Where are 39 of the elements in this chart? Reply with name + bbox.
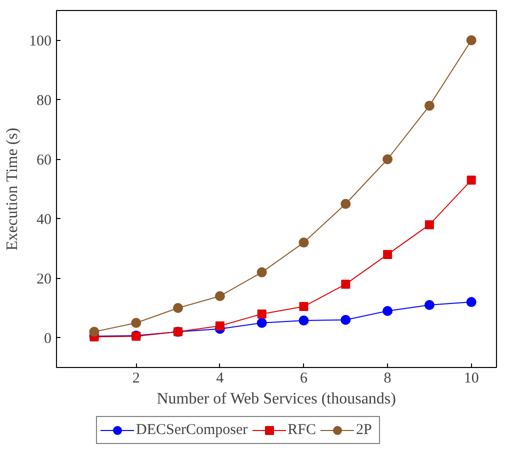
point bbox=[215, 321, 224, 330]
point bbox=[299, 302, 308, 312]
point bbox=[341, 280, 350, 289]
point bbox=[173, 303, 184, 313]
legend-label: 2P bbox=[356, 422, 373, 438]
point bbox=[383, 250, 392, 259]
legend-label: RFC bbox=[288, 422, 316, 438]
point bbox=[131, 318, 142, 328]
x-axis-title: Number of Web Services (thousands) bbox=[156, 390, 396, 408]
point bbox=[257, 309, 266, 318]
point bbox=[340, 314, 351, 325]
x-tick-label: 2 bbox=[132, 370, 140, 386]
point bbox=[256, 267, 267, 278]
point bbox=[256, 318, 267, 328]
point bbox=[382, 306, 393, 316]
point bbox=[424, 300, 434, 310]
y-axis-title: Execution Time (s) bbox=[4, 128, 21, 250]
y-tick-label: 100 bbox=[29, 33, 52, 50]
y-tick-label: 0 bbox=[44, 330, 52, 347]
x-tick-label: 8 bbox=[384, 370, 392, 386]
x-tick-label: 10 bbox=[464, 370, 479, 386]
legend-label: DECSerComposer bbox=[136, 422, 248, 438]
point bbox=[89, 326, 100, 337]
point bbox=[382, 154, 393, 164]
x-tick-label: 6 bbox=[300, 370, 308, 386]
point bbox=[466, 35, 476, 46]
x-tick-label: 4 bbox=[216, 370, 224, 386]
y-tick-label: 20 bbox=[36, 271, 52, 288]
point bbox=[466, 176, 476, 185]
y-tick-label: 60 bbox=[36, 152, 52, 168]
point bbox=[466, 297, 476, 308]
y-tick-label: 80 bbox=[36, 92, 52, 109]
point bbox=[214, 291, 225, 302]
point bbox=[424, 220, 434, 230]
point bbox=[340, 198, 351, 209]
point bbox=[424, 100, 434, 111]
point bbox=[298, 316, 309, 326]
point bbox=[298, 238, 309, 248]
y-tick-label: 40 bbox=[36, 212, 52, 228]
